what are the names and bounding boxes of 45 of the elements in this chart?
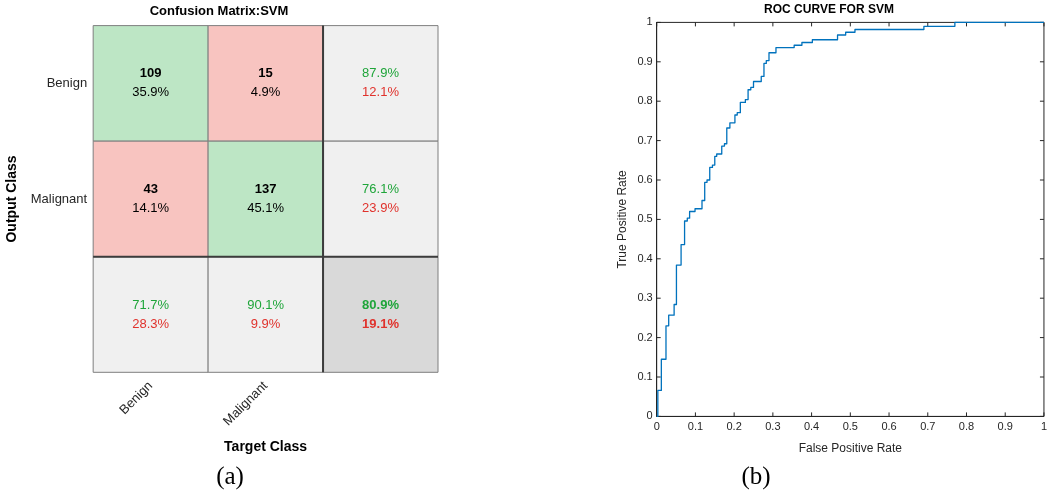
chart-title: Confusion Matrix:SVM <box>149 3 289 19</box>
annotation: 12.1% <box>362 84 400 100</box>
x-tick-label: 0.1 <box>687 420 704 433</box>
x-tick-label: 1 <box>1040 420 1047 433</box>
y-tick-label: 0.5 <box>637 212 653 225</box>
x-tick-label: 0.7 <box>920 420 936 433</box>
x-tick-label: 0.2 <box>726 420 742 433</box>
y-tick-label: 0.4 <box>637 251 653 264</box>
data-label: 109 <box>139 65 162 81</box>
annotation: 28.3% <box>132 315 170 331</box>
data-label: 80.9% <box>362 296 400 312</box>
y-tick-label: 0.9 <box>637 54 653 67</box>
data-label: 71.7% <box>132 296 170 312</box>
y-axis-title: True Positive Rate <box>614 169 629 269</box>
data-label: 87.9% <box>362 65 400 81</box>
annotation: 23.9% <box>362 200 400 216</box>
x-tick-label: 0.5 <box>842 420 858 433</box>
x-tick-label: 0.4 <box>803 420 820 433</box>
data-label: 90.1% <box>247 296 285 312</box>
data-label: 43 <box>143 181 158 197</box>
annotation: 4.9% <box>250 84 281 100</box>
x-tick-label: 0.3 <box>765 420 781 433</box>
annotation: 9.9% <box>250 315 281 331</box>
text: (a) <box>215 462 245 490</box>
x-tick-label: 0.9 <box>997 420 1013 433</box>
y-tick-label: 0.6 <box>637 173 653 186</box>
y-tick-label: 0.8 <box>637 94 653 107</box>
text: (b) <box>740 462 772 490</box>
data-label: 137 <box>254 181 277 197</box>
data-label: 76.1% <box>362 181 400 197</box>
annotation: 19.1% <box>362 315 400 331</box>
annotation: 45.1% <box>247 200 285 216</box>
x-axis-title: Target Class <box>224 438 308 455</box>
chart-title: ROC CURVE FOR SVM <box>764 1 894 16</box>
annotation: 35.9% <box>132 84 170 100</box>
y-tick-label: 0.2 <box>637 330 653 343</box>
y-tick-label: 0.7 <box>637 133 653 146</box>
y-axis-title: Output Class <box>3 155 20 243</box>
x-tick-label: 0.8 <box>958 420 975 433</box>
y-tick-label: 1 <box>646 15 653 28</box>
data-label: 15 <box>258 65 273 81</box>
y-tick-label: 0.3 <box>637 291 653 304</box>
x-tick-label: 0.6 <box>881 420 897 433</box>
x-axis-title: False Positive Rate <box>798 441 903 456</box>
annotation: 14.1% <box>132 200 170 216</box>
